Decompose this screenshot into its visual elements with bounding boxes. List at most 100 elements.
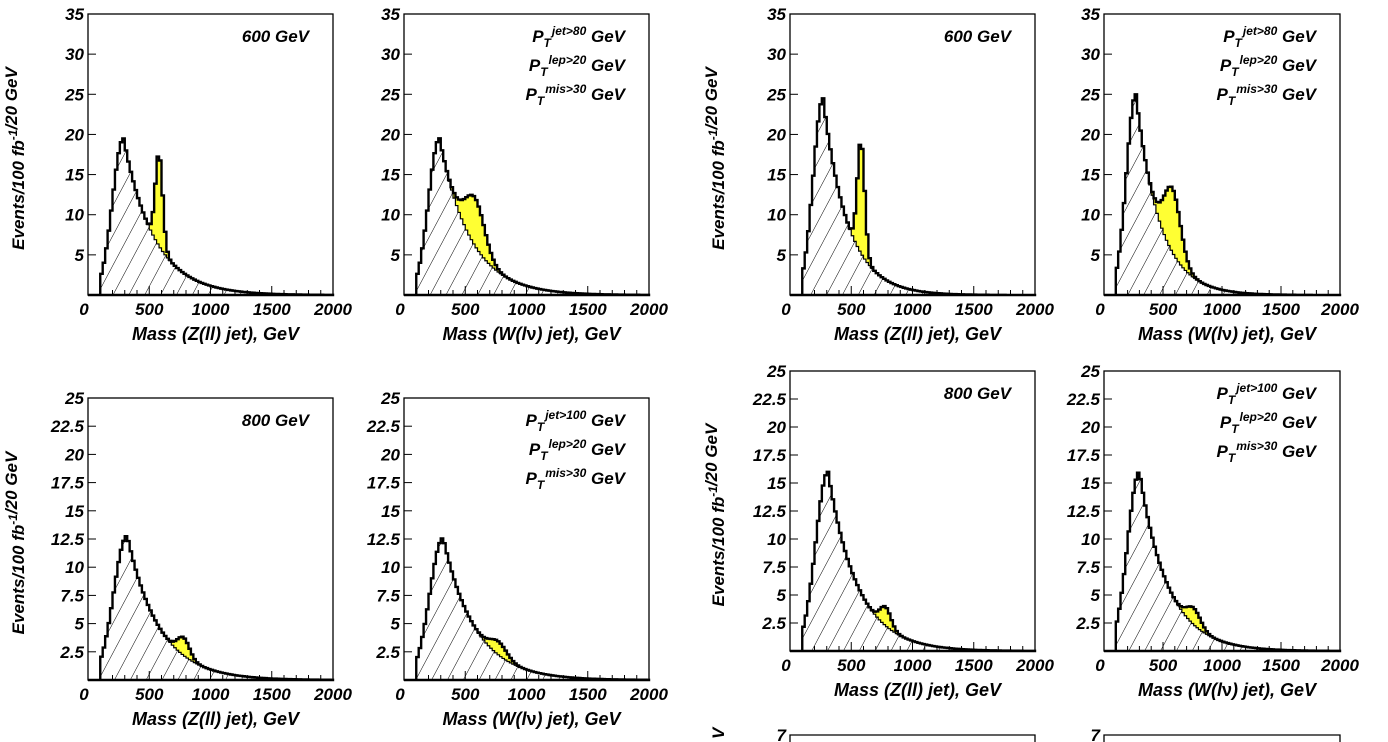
x-tick-label-500: 500 [837, 300, 866, 319]
y-tick-label-35: 35 [767, 5, 786, 24]
x-axis-label-p3: Mass (Z(ll) jet), GeV [834, 324, 1003, 344]
x-tick-label-0: 0 [1095, 300, 1105, 319]
y-axis-label-p5: Events/100 fb-1/20 GeV [2, 450, 28, 634]
total-histogram-outline-p5 [88, 535, 335, 682]
annotation-p8-2: PTlep>20 GeV [1220, 410, 1318, 436]
panel-p2: 0 500 1000 1500 2000 Mass (W(lν) jet), GeV 5 10… [380, 5, 668, 344]
y-tick-label-15: 15 [1081, 166, 1100, 185]
x-tick-label-500: 500 [135, 300, 164, 319]
plot-frame-p5 [87, 397, 334, 681]
annotation-p4-2: PTlep>20 GeV [1220, 53, 1318, 79]
y-tick-label-25: 25 [1080, 362, 1100, 381]
y-tick-label-10: 10 [767, 530, 786, 549]
x-tick-label-0: 0 [781, 300, 791, 319]
y-tick-label-5: 5 [1091, 586, 1101, 605]
x-axis-label-p2: Mass (W(lν) jet), GeV [442, 324, 622, 344]
annotation-p3-1: 600 GeV [944, 27, 1013, 46]
x-tick-label-1500: 1500 [1262, 656, 1300, 675]
y-tick-label-15: 15 [767, 474, 786, 493]
annotation-p6-2: PTlep>20 GeV [529, 437, 627, 463]
background-histogram-p5 [88, 535, 334, 681]
y-tick-label-7: 7 [1091, 726, 1102, 742]
y-tick-label-7-5: 7.5 [1076, 558, 1100, 577]
x-tick-label-1500: 1500 [253, 300, 291, 319]
plot-frame-p8 [1103, 370, 1341, 652]
x-tick-label-2000: 2000 [1320, 656, 1359, 675]
x-tick-label-0: 0 [1095, 656, 1105, 675]
x-axis-label-p4: Mass (W(lν) jet), GeV [1138, 324, 1318, 344]
y-tick-label-10: 10 [381, 206, 400, 225]
x-tick-label-1500: 1500 [1262, 300, 1300, 319]
y-tick-label-5: 5 [75, 615, 85, 634]
annotation-p1-1: 600 GeV [242, 27, 311, 46]
y-tick-label-10: 10 [1081, 206, 1100, 225]
y-tick-label-5: 5 [391, 615, 401, 634]
x-axis-label-p5: Mass (Z(ll) jet), GeV [132, 709, 301, 729]
background-histogram-p7 [790, 471, 1036, 652]
panel-p1: 0 500 1000 1500 2000 Mass (Z(ll) jet), GeV 5 10… [2, 5, 352, 344]
x-tick-label-2000: 2000 [1015, 300, 1054, 319]
y-tick-label-17-5: 17.5 [1067, 446, 1101, 465]
annotation-p8-3: PTmis>30 GeV [1217, 439, 1318, 465]
panel-p6: 0 500 1000 1500 2000 Mass (W(lν) jet), GeV 2.5… [366, 389, 669, 729]
y-tick-label-35: 35 [381, 5, 400, 24]
x-tick-label-2000: 2000 [1015, 656, 1054, 675]
y-tick-label-25: 25 [380, 85, 400, 104]
x-tick-label-1000: 1000 [894, 300, 932, 319]
y-tick-label-12-5: 12.5 [367, 530, 401, 549]
panel-p3: 0 500 1000 1500 2000 Mass (Z(ll) jet), GeV 5 10… [702, 5, 1054, 344]
x-tick-label-500: 500 [135, 685, 164, 704]
y-tick-label-12-5: 12.5 [51, 530, 85, 549]
y-axis-label-p9: V [709, 726, 728, 739]
y-tick-label-15: 15 [767, 166, 786, 185]
x-tick-label-1000: 1000 [508, 300, 546, 319]
y-tick-label-17-5: 17.5 [367, 474, 401, 493]
y-tick-label-15: 15 [65, 166, 84, 185]
background-histogram-p6 [404, 537, 650, 681]
x-tick-label-1500: 1500 [569, 300, 607, 319]
x-tick-label-0: 0 [395, 300, 405, 319]
y-tick-label-25: 25 [1080, 85, 1100, 104]
x-tick-label-1000: 1000 [894, 656, 932, 675]
x-tick-label-2000: 2000 [629, 685, 668, 704]
annotation-p6-1: PTjet>100 GeV [526, 408, 627, 434]
x-axis-label-p8: Mass (W(lν) jet), GeV [1138, 680, 1318, 700]
y-tick-label-5: 5 [391, 246, 401, 265]
x-tick-label-2000: 2000 [1320, 300, 1359, 319]
y-tick-label-7: 7 [777, 726, 788, 742]
plot-frame-p4 [1103, 13, 1341, 296]
plot-frame-p3 [789, 13, 1036, 296]
annotation-p2-1: PTjet>80 GeV [532, 24, 626, 50]
y-tick-label-5: 5 [75, 246, 85, 265]
x-tick-label-1000: 1000 [192, 685, 230, 704]
annotation-p4-3: PTmis>30 GeV [1217, 82, 1318, 108]
y-tick-label-7-5: 7.5 [376, 586, 400, 605]
y-tick-label-20: 20 [766, 125, 786, 144]
plot-frame-p6 [403, 397, 650, 681]
y-axis-label-p1: Events/100 fb-1/20 GeV [2, 66, 28, 250]
y-tick-label-15: 15 [65, 502, 84, 521]
x-axis-label-p6: Mass (W(lν) jet), GeV [442, 709, 622, 729]
y-tick-label-22-5: 22.5 [1066, 390, 1101, 409]
x-tick-label-0: 0 [79, 300, 89, 319]
total-histogram-outline-p6 [404, 537, 651, 682]
panel-p10: 7 [1091, 726, 1341, 742]
y-tick-label-35: 35 [1081, 5, 1100, 24]
y-tick-label-20: 20 [380, 445, 400, 464]
panel-p5: 0 500 1000 1500 2000 Mass (Z(ll) jet), GeV 2.5… [2, 389, 352, 729]
y-tick-label-10: 10 [65, 558, 84, 577]
plot-frame-p10 [1103, 734, 1341, 742]
y-tick-label-2-5: 2.5 [59, 643, 84, 662]
x-tick-label-1000: 1000 [192, 300, 230, 319]
y-tick-label-25: 25 [766, 362, 786, 381]
annotation-p2-3: PTmis>30 GeV [526, 82, 627, 108]
y-tick-label-7-5: 7.5 [60, 586, 84, 605]
x-tick-label-0: 0 [395, 685, 405, 704]
y-tick-label-20: 20 [1080, 418, 1100, 437]
y-tick-label-30: 30 [1081, 45, 1100, 64]
annotation-p5-1: 800 GeV [242, 411, 311, 430]
y-tick-label-22-5: 22.5 [752, 390, 787, 409]
y-tick-label-20: 20 [766, 418, 786, 437]
